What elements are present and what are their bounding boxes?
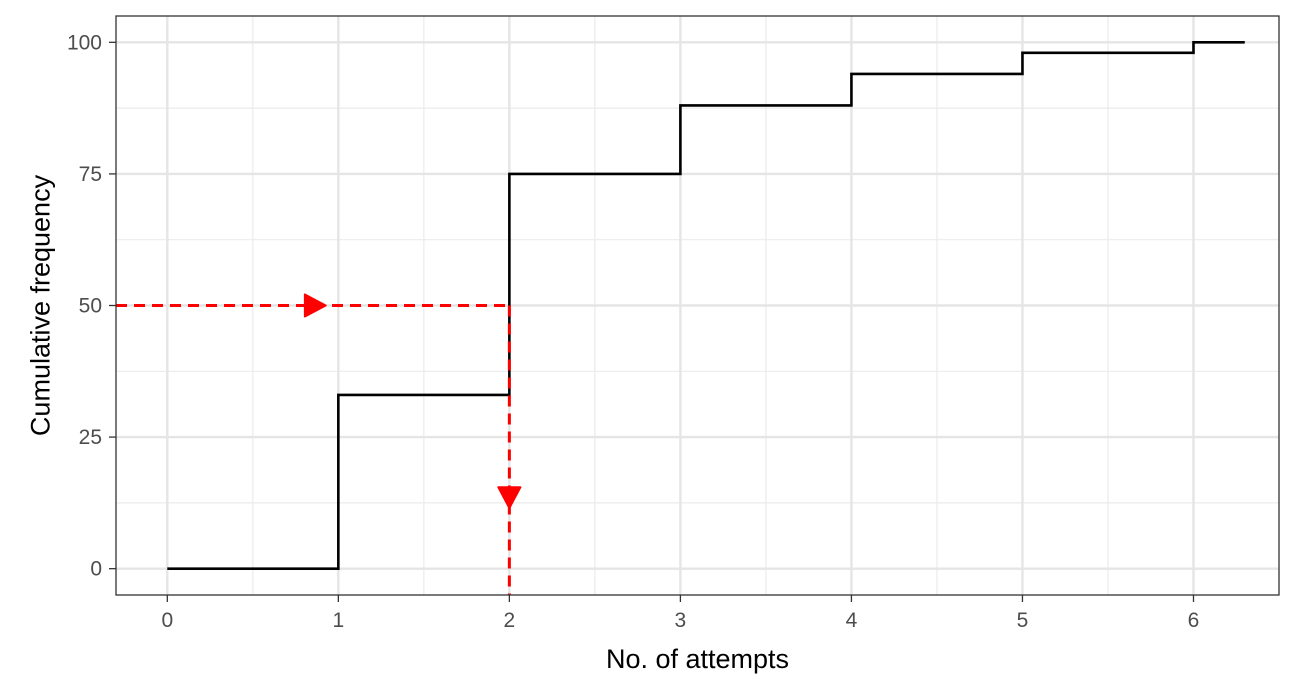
y-tick-label: 100 xyxy=(67,31,102,54)
y-tick-label: 25 xyxy=(79,426,102,449)
x-tick-label: 5 xyxy=(1017,609,1029,632)
x-tick-label: 1 xyxy=(332,609,344,632)
arrowhead-right xyxy=(303,293,327,318)
x-tick-label: 3 xyxy=(675,609,687,632)
y-tick-label: 0 xyxy=(90,558,102,581)
series-layer xyxy=(167,41,1245,570)
x-tick-label: 0 xyxy=(161,609,173,632)
y-axis-ticks: 0 25 50 75 100 xyxy=(67,31,116,581)
x-tick-label: 4 xyxy=(846,609,858,632)
x-tick-label: 2 xyxy=(504,609,516,632)
x-axis-ticks: 0 1 2 3 4 5 6 xyxy=(161,595,1199,632)
y-tick-label: 75 xyxy=(79,163,102,186)
annotation-layer xyxy=(116,293,522,595)
x-tick-label: 6 xyxy=(1188,609,1200,632)
arrowhead-down xyxy=(497,486,522,509)
y-tick-label: 50 xyxy=(79,295,102,318)
x-axis-title: No. of attempts xyxy=(606,644,789,674)
y-axis-title: Cumulative frequency xyxy=(25,174,55,436)
step-series-line xyxy=(167,41,1245,570)
